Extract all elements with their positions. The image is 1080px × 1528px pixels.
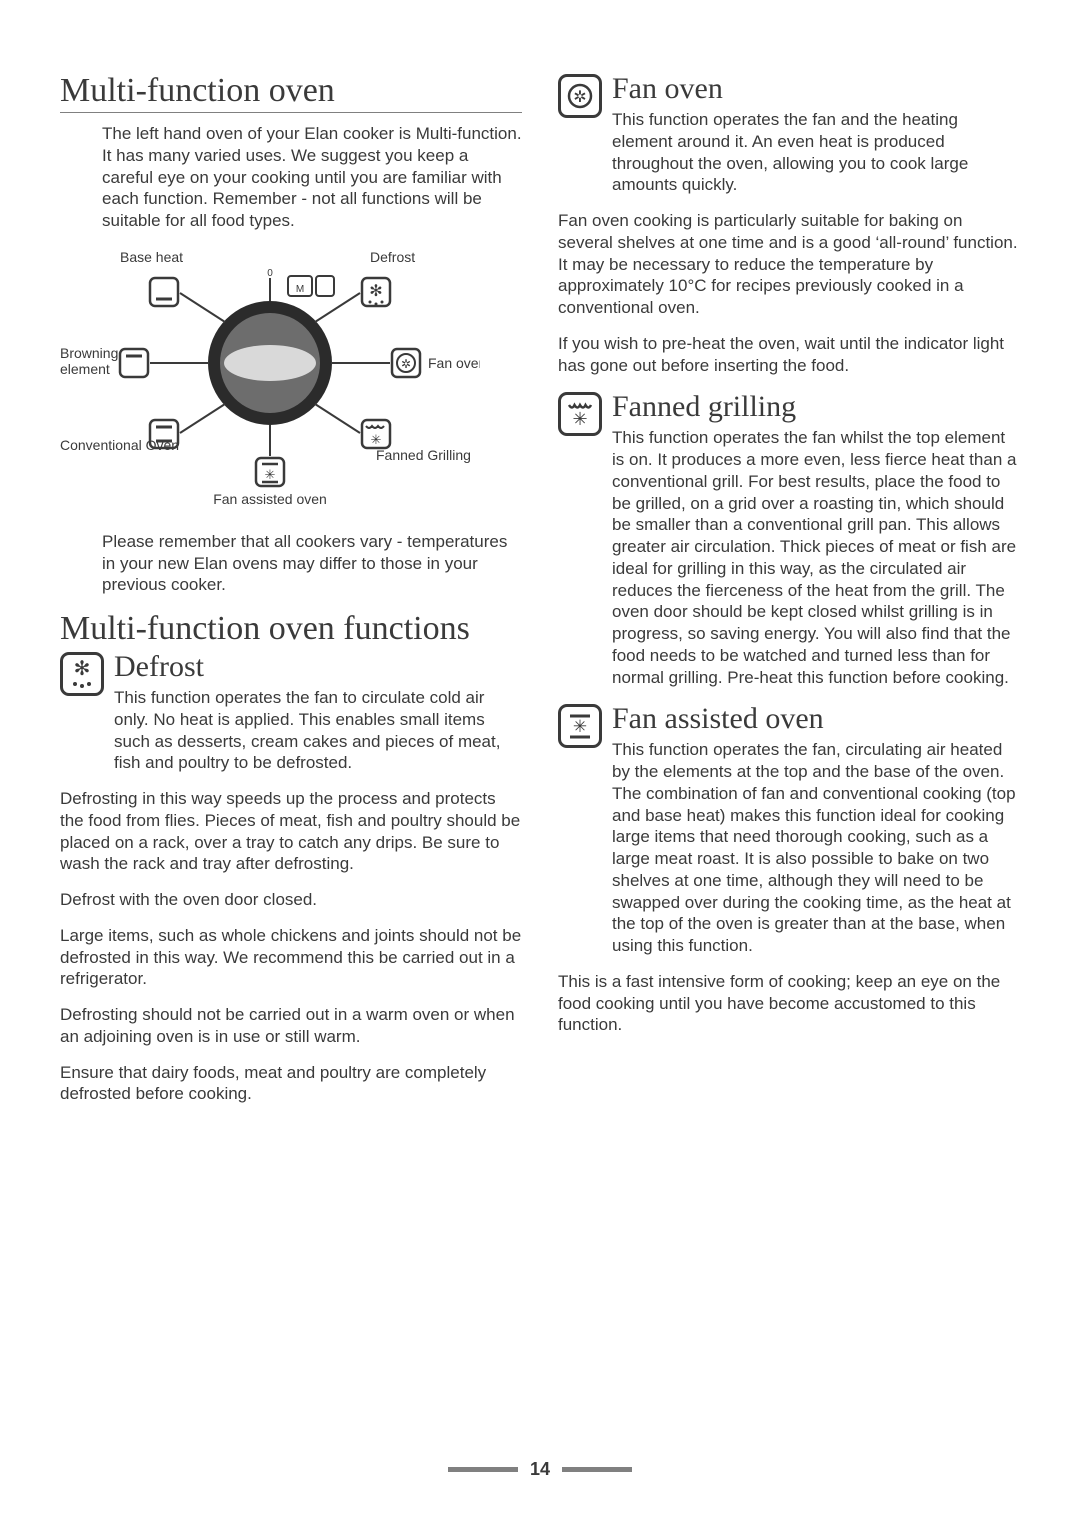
- fan-oven-section: ✲ Fan oven This function operates the fa…: [558, 72, 1020, 390]
- label-browning-1: Browning: [60, 345, 118, 361]
- defrost-heading: Defrost: [114, 650, 522, 683]
- svg-text:✳: ✳: [573, 717, 587, 736]
- page-bar-left: [448, 1467, 518, 1472]
- label-browning-2: element: [60, 361, 110, 377]
- fan-assisted-p1: This function operates the fan, circulat…: [612, 739, 1020, 957]
- page-bar-right: [562, 1467, 632, 1472]
- defrost-p4: Large items, such as whole chickens and …: [60, 925, 522, 990]
- defrost-icon: ✻: [60, 652, 104, 696]
- fanned-grilling-heading: Fanned grilling: [612, 390, 1020, 423]
- label-fan-oven: Fan oven: [428, 355, 480, 371]
- svg-text:✳: ✳: [572, 409, 587, 429]
- page-number: 14: [530, 1459, 550, 1479]
- fan-assisted-heading: Fan assisted oven: [612, 702, 1020, 735]
- fan-oven-icon: ✲: [558, 74, 602, 118]
- fan-assisted-icon: ✳: [558, 704, 602, 748]
- right-column: ✲ Fan oven This function operates the fa…: [558, 72, 1020, 1119]
- svg-text:✲: ✲: [401, 357, 411, 371]
- left-column: Multi-function oven The left hand oven o…: [60, 72, 522, 1119]
- fan-oven-p1: This function operates the fan and the h…: [612, 109, 1020, 196]
- svg-text:✻: ✻: [369, 283, 382, 300]
- label-conventional: Conventional Oven: [60, 437, 179, 453]
- svg-text:✳: ✳: [371, 432, 382, 447]
- fan-assisted-section: ✳ Fan assisted oven This function operat…: [558, 702, 1020, 1050]
- multi-function-intro: The left hand oven of your Elan cooker i…: [102, 123, 522, 232]
- svg-text:0: 0: [267, 268, 273, 279]
- fanned-grilling-p1: This function operates the fan whilst th…: [612, 427, 1020, 688]
- oven-variation-note: Please remember that all cookers vary - …: [102, 531, 522, 596]
- fanned-grilling-icon: ✳: [558, 392, 602, 436]
- function-dial-diagram: 0 M: [60, 248, 522, 513]
- fan-oven-p2: Fan oven cooking is particularly suitabl…: [558, 210, 1020, 319]
- fanned-grilling-section: ✳ Fanned grilling This function operates…: [558, 390, 1020, 702]
- defrost-section: ✻ Defrost This function operates the fan…: [60, 650, 522, 1119]
- fan-oven-heading: Fan oven: [612, 72, 1020, 105]
- fan-oven-p3: If you wish to pre-heat the oven, wait u…: [558, 333, 1020, 377]
- multi-function-oven-title: Multi-function oven: [60, 72, 522, 113]
- svg-text:✲: ✲: [573, 89, 586, 106]
- svg-text:M: M: [296, 284, 304, 295]
- label-defrost: Defrost: [370, 249, 415, 265]
- page-number-bar: 14: [0, 1459, 1080, 1480]
- svg-text:✳: ✳: [265, 467, 276, 482]
- defrost-p1: This function operates the fan to circul…: [114, 687, 522, 774]
- multi-function-functions-title: Multi-function oven functions: [60, 610, 522, 650]
- page-columns: Multi-function oven The left hand oven o…: [60, 72, 1020, 1119]
- defrost-p5: Defrosting should not be carried out in …: [60, 1004, 522, 1048]
- fan-assisted-p2: This is a fast intensive form of cooking…: [558, 971, 1020, 1036]
- label-base-heat: Base heat: [120, 249, 183, 265]
- label-fanned-grilling: Fanned Grilling: [376, 447, 471, 463]
- defrost-p6: Ensure that dairy foods, meat and poultr…: [60, 1062, 522, 1106]
- defrost-p3: Defrost with the oven door closed.: [60, 889, 522, 911]
- label-fan-assisted: Fan assisted oven: [213, 491, 327, 507]
- svg-text:✻: ✻: [74, 659, 91, 680]
- defrost-p2: Defrosting in this way speeds up the pro…: [60, 788, 522, 875]
